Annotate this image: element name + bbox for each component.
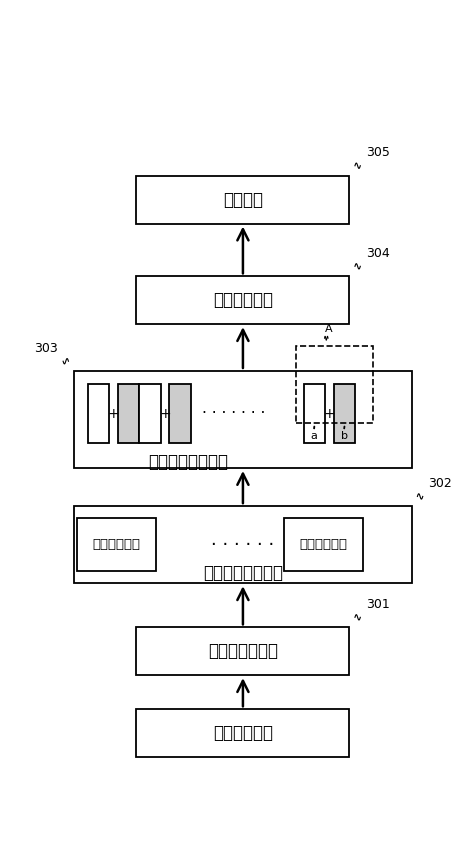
Text: b: b <box>341 431 348 441</box>
Text: · · · · · ·: · · · · · · <box>211 535 274 554</box>
Text: +: + <box>323 407 335 420</box>
Text: 303: 303 <box>34 342 57 355</box>
Text: 分类模块: 分类模块 <box>223 190 263 208</box>
Text: · · · · · · ·: · · · · · · · <box>202 406 265 421</box>
Bar <box>77 518 155 572</box>
Bar <box>88 384 109 443</box>
Text: A: A <box>325 324 333 334</box>
Bar <box>137 176 349 224</box>
Bar <box>137 709 349 757</box>
Bar <box>74 506 412 583</box>
Bar <box>74 371 412 468</box>
Text: 特征向量映射模块: 特征向量映射模块 <box>203 564 283 581</box>
Text: 图像块分割模块: 图像块分割模块 <box>208 643 278 660</box>
Text: 304: 304 <box>366 247 390 260</box>
Bar <box>284 518 363 572</box>
Text: 301: 301 <box>366 598 390 611</box>
Bar <box>170 384 191 443</box>
Text: 数据映射单元: 数据映射单元 <box>300 538 348 551</box>
Text: 医学影像数据: 医学影像数据 <box>213 724 273 742</box>
Text: 305: 305 <box>366 146 390 159</box>
Text: 特征向量获取模块: 特征向量获取模块 <box>148 453 228 471</box>
Bar <box>137 627 349 676</box>
Text: 302: 302 <box>428 477 452 490</box>
Bar <box>334 384 355 443</box>
Text: a: a <box>311 431 318 441</box>
Bar <box>303 384 325 443</box>
Text: +: + <box>108 407 119 420</box>
Bar <box>137 276 349 324</box>
Bar <box>139 384 161 443</box>
Bar <box>118 384 139 443</box>
Bar <box>296 346 373 423</box>
Text: 数据映射单元: 数据映射单元 <box>92 538 140 551</box>
Text: 编码学习模块: 编码学习模块 <box>213 292 273 310</box>
Text: +: + <box>159 407 171 420</box>
